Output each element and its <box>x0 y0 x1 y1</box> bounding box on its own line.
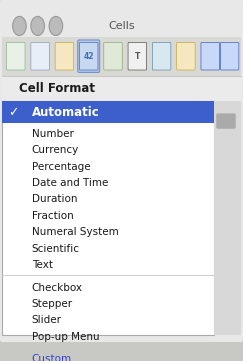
Text: Numeral System: Numeral System <box>32 227 118 237</box>
Text: T: T <box>135 52 140 61</box>
Bar <box>2 101 214 335</box>
FancyBboxPatch shape <box>79 42 98 70</box>
FancyBboxPatch shape <box>7 42 25 70</box>
FancyBboxPatch shape <box>104 42 122 70</box>
Text: Number: Number <box>32 129 73 139</box>
Text: Duration: Duration <box>32 195 77 204</box>
Text: Currency: Currency <box>32 145 79 155</box>
Bar <box>2 36 241 76</box>
FancyBboxPatch shape <box>177 42 195 70</box>
FancyBboxPatch shape <box>220 42 239 70</box>
Bar <box>214 101 241 335</box>
Text: Slider: Slider <box>32 316 61 325</box>
FancyBboxPatch shape <box>0 0 243 343</box>
Text: Scientific: Scientific <box>32 244 80 254</box>
FancyBboxPatch shape <box>0 10 243 42</box>
Text: Cells: Cells <box>108 21 135 31</box>
FancyBboxPatch shape <box>152 42 171 70</box>
FancyBboxPatch shape <box>31 42 49 70</box>
Text: ✓: ✓ <box>8 106 19 119</box>
FancyBboxPatch shape <box>128 42 147 70</box>
Text: Automatic: Automatic <box>32 106 99 119</box>
FancyBboxPatch shape <box>216 113 236 129</box>
Text: Date and Time: Date and Time <box>32 178 108 188</box>
Text: Fraction: Fraction <box>32 211 73 221</box>
Text: Percentage: Percentage <box>32 162 90 172</box>
FancyBboxPatch shape <box>55 42 74 70</box>
Text: Pop-up Menu: Pop-up Menu <box>32 332 99 342</box>
FancyBboxPatch shape <box>201 42 219 70</box>
Text: Checkbox: Checkbox <box>32 283 83 292</box>
Text: Text: Text <box>32 260 52 270</box>
Text: Cell Format: Cell Format <box>19 82 95 95</box>
Circle shape <box>31 16 44 35</box>
FancyBboxPatch shape <box>78 40 100 73</box>
Circle shape <box>13 16 26 35</box>
Text: Custom...: Custom... <box>32 354 82 361</box>
Bar <box>2 76 241 101</box>
Bar <box>2 101 214 123</box>
Circle shape <box>49 16 63 35</box>
Text: Stepper: Stepper <box>32 299 73 309</box>
Text: 42: 42 <box>83 52 94 61</box>
